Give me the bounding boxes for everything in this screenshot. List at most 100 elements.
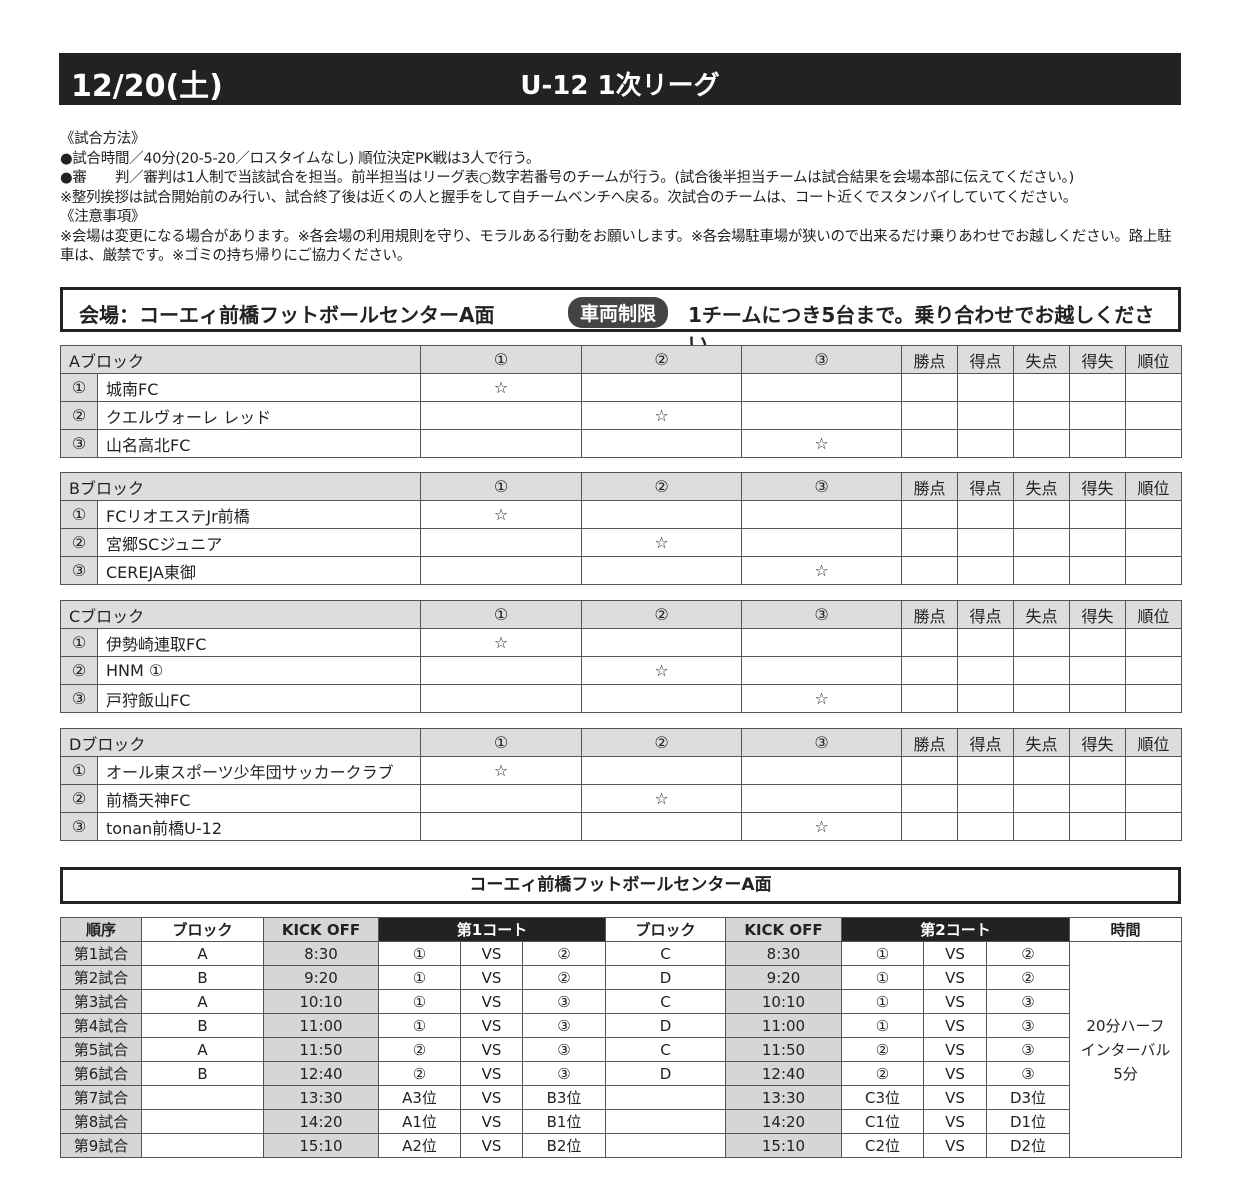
result-cell [1013,556,1071,585]
block-table: Cブロック ① ② ③ 勝点 得点 失点 得失 順位 ① 伊勢崎連取FC ☆ ② HNM ① ☆ ③ 戸狩飯山F… [60,600,1182,713]
block-header-row: Cブロック ① ② ③ 勝点 得点 失点 得失 順位 [60,600,1182,629]
result-cell [1125,556,1183,585]
vs: VS [923,1133,987,1158]
block-header: ブロック [141,917,264,942]
block-name: Dブロック [59,728,422,757]
team-number: ① [60,373,98,402]
home-team: ① [841,941,924,966]
result-cell [957,556,1015,585]
note-line: ●試合時間／40分(20-5-20／ロスタイムなし) 順位決定PK戦は3人で行う… [60,150,541,167]
result-cell [1069,756,1127,785]
column-header: 失点 [1013,472,1071,501]
venue-box: 会場：コーエィ前橋フットボールセンターA面 車両制限 1チームにつき5台まで。乗… [60,287,1181,356]
result-cell [1013,500,1071,529]
column-header: ③ [741,728,903,757]
team-row: ② クエルヴォーレ レッド ☆ [60,401,1183,430]
column-header: ③ [741,345,903,374]
column-header: 得失 [1069,600,1126,629]
result-cell [1069,556,1127,585]
vs: VS [460,1109,523,1134]
result-cell [957,528,1015,557]
result-cell [581,500,743,529]
venue-name: 会場：コーエィ前橋フットボールセンターA面 [79,303,495,327]
team-row: ② HNM ① ☆ [60,656,1182,685]
team-row: ① FCリオエステJr前橋 ☆ [60,500,1183,529]
away-team: ③ [986,1037,1070,1062]
team-name: クエルヴォーレ レッド [96,401,422,430]
column-header: 得点 [957,728,1015,757]
column-header: 得点 [957,472,1015,501]
result-cell [420,784,583,813]
result-cell [1069,401,1127,430]
column-header: 順位 [1125,345,1183,374]
schedule-row: 第3試合 A 10:10 ① VS ③ C 10:10 ① VS ③ [60,989,1182,1014]
vs: VS [923,1085,987,1110]
kickoff-time: 11:00 [725,1013,842,1038]
result-cell [420,528,583,557]
result-cell [901,528,959,557]
home-team: ① [841,1013,924,1038]
result-cell [901,556,959,585]
result-cell [901,812,959,841]
vs: VS [460,1133,523,1158]
away-team: ③ [522,1037,606,1062]
self-match-star: ☆ [581,656,742,685]
self-match-star: ☆ [420,628,582,657]
time-note-line: 5分 [1113,1064,1138,1083]
result-cell [1013,812,1071,841]
note-line: ※会場は変更になる場合があります。※各会場の利用規則を守り、モラルある行動をお願… [60,228,1172,265]
column-header: 順位 [1125,728,1183,757]
result-cell [420,401,583,430]
vs: VS [460,941,523,966]
column-header: ② [581,345,743,374]
away-team: B3位 [522,1085,606,1110]
note-line: ※整列挨拶は試合開始前のみ行い、試合終了後は近くの人と握手をして自チームベンチへ… [60,189,1077,206]
team-name: 伊勢崎連取FC [97,628,421,657]
block [605,1085,726,1110]
kickoff-time: 9:20 [725,965,842,990]
block-header: ブロック [605,917,726,942]
time-note-line: インターバル [1080,1040,1171,1059]
block-name: Cブロック [60,600,421,629]
result-cell [901,500,959,529]
result-cell [1125,429,1183,458]
result-cell [1013,784,1071,813]
vs: VS [923,989,987,1014]
team-name: 宮郷SCジュニア [96,528,422,557]
column-header: ① [420,600,582,629]
block: D [605,1013,726,1038]
column-header: 勝点 [901,472,959,501]
team-number: ① [60,500,98,529]
result-cell [1069,500,1127,529]
column-header: 得失 [1069,472,1127,501]
away-team: ② [986,965,1070,990]
team-name: 山名高北FC [96,429,422,458]
column-header: 順位 [1125,600,1182,629]
match-order: 第9試合 [60,1133,142,1158]
result-cell [581,556,743,585]
page-title: U-12 1次リーグ [520,71,720,101]
column-header: 順位 [1125,472,1183,501]
result-cell [1125,500,1183,529]
result-cell [1013,528,1071,557]
column-header: ① [420,345,583,374]
column-header: 得点 [957,600,1014,629]
self-match-star: ☆ [581,401,743,430]
result-cell [581,628,742,657]
block [605,1133,726,1158]
schedule-row: 第8試合 14:20 A1位 VS B1位 14:20 C1位 VS D1位 [60,1109,1182,1134]
result-cell [420,429,583,458]
self-match-star: ☆ [741,556,903,585]
home-team: ① [841,989,924,1014]
time-note-line: 20分ハーフ [1086,1016,1165,1035]
away-team: B2位 [522,1133,606,1158]
vs: VS [923,1037,987,1062]
result-cell [1013,656,1070,685]
result-cell [957,684,1014,713]
result-cell [420,812,583,841]
column-header: 勝点 [901,345,959,374]
block-name: Aブロック [59,345,422,374]
away-team: ③ [522,989,606,1014]
home-team: A3位 [378,1085,461,1110]
away-team: B1位 [522,1109,606,1134]
